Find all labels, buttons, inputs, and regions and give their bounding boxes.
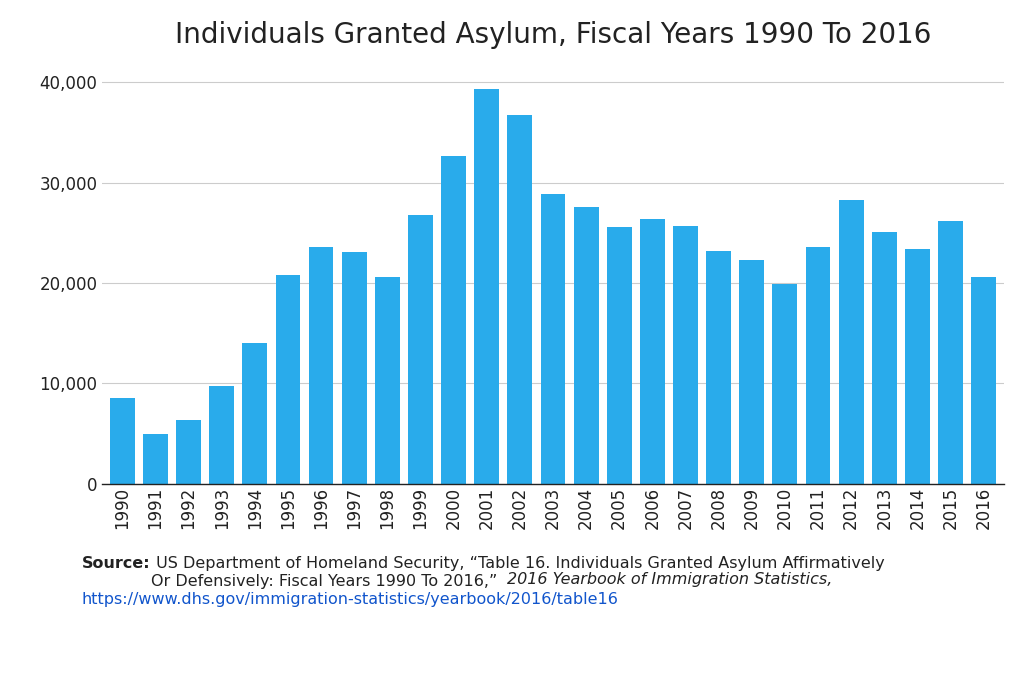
Bar (938, 220, 963, 484)
Bar (176, 420, 201, 484)
Bar (871, 231, 897, 484)
Bar (375, 277, 399, 484)
Text: https://www.dhs.gov/immigration-statistics/yearbook/2016/table16: https://www.dhs.gov/immigration-statisti… (82, 592, 618, 607)
Bar (342, 252, 367, 484)
Bar (209, 386, 234, 484)
Text: 2016 Yearbook of Immigration Statistics,: 2016 Yearbook of Immigration Statistics, (507, 572, 833, 587)
Bar (508, 115, 532, 484)
Bar (143, 433, 168, 484)
Bar (905, 249, 930, 484)
Bar (607, 227, 632, 484)
Bar (971, 277, 996, 484)
Bar (243, 343, 267, 484)
Title: Individuals Granted Asylum, Fiscal Years 1990 To 2016: Individuals Granted Asylum, Fiscal Years… (175, 21, 931, 49)
Bar (806, 247, 830, 484)
Bar (573, 207, 598, 484)
Bar (474, 89, 499, 484)
Bar (640, 219, 665, 484)
Bar (839, 200, 863, 484)
Text: US Department of Homeland Security, “Table 16. Individuals Granted Asylum Affirm: US Department of Homeland Security, “Tab… (151, 556, 885, 589)
Bar (673, 226, 698, 484)
Bar (541, 193, 565, 484)
Bar (408, 215, 433, 484)
Bar (308, 247, 334, 484)
Bar (707, 251, 731, 484)
Bar (110, 399, 135, 484)
Text: Source:: Source: (82, 556, 151, 571)
Bar (772, 284, 798, 484)
Bar (739, 260, 764, 484)
Bar (275, 275, 300, 484)
Bar (441, 155, 466, 484)
